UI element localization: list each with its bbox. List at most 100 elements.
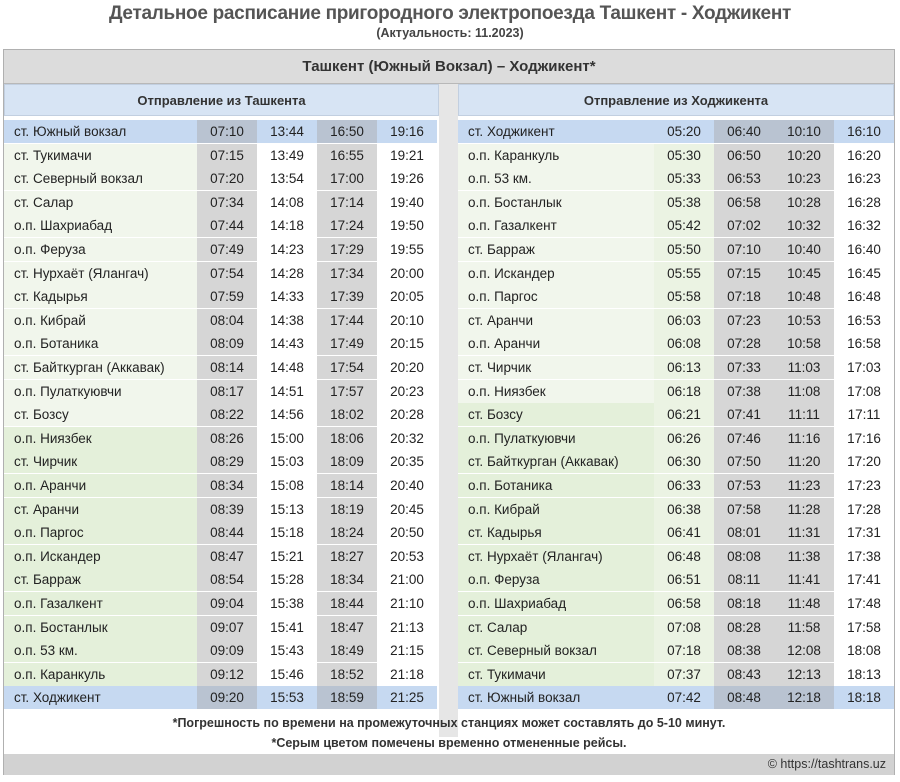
station-name: о.п. Искандер <box>4 544 197 568</box>
departure-time: 14:08 <box>257 190 317 214</box>
departure-time: 18:02 <box>317 403 377 427</box>
station-name: ст. Кадырья <box>4 285 197 309</box>
table-row: ст. Кадырья 07:59 14:33 17:39 20:05 <box>4 285 437 309</box>
departure-time: 17:31 <box>834 521 894 545</box>
departure-time: 17:29 <box>317 238 377 261</box>
departure-time: 18:09 <box>317 450 377 474</box>
departure-time: 15:13 <box>257 497 317 521</box>
departure-time: 15:18 <box>257 521 317 545</box>
departure-time: 18:27 <box>317 544 377 568</box>
departure-time: 07:20 <box>197 167 257 191</box>
table-row: ст. Чирчик 08:29 15:03 18:09 20:35 <box>4 450 437 474</box>
station-name: о.п. Ниязбек <box>4 426 197 450</box>
page-title: Детальное расписание пригородного электр… <box>108 3 792 24</box>
table-row: ст. Байткурган (Аккавак) 08:14 14:48 17:54 2… <box>4 356 437 379</box>
departure-time: 17:44 <box>317 308 377 332</box>
departure-time: 17:23 <box>834 474 894 497</box>
footnote-accuracy: *Погрешность по времени на промежуточных… <box>172 716 726 730</box>
departure-time: 19:40 <box>377 190 437 214</box>
station-name: о.п. Газалкент <box>458 214 654 238</box>
table-row: ст. Бозсу 08:22 14:56 18:02 20:28 <box>4 403 437 427</box>
departure-time: 08:14 <box>197 356 257 379</box>
table-row: о.п. Ботаника 06:33 07:53 11:23 17:23 <box>458 474 894 497</box>
departure-time: 07:34 <box>197 190 257 214</box>
departure-time: 15:21 <box>257 544 317 568</box>
departure-time: 20:05 <box>377 285 437 309</box>
departure-time: 10:53 <box>774 308 834 332</box>
direction-header-from-tashkent: Отправление из Ташкента <box>4 84 439 116</box>
table-row: о.п. Каранкуль 05:30 06:50 10:20 16:20 <box>458 143 894 167</box>
station-name: ст. Ходжикент <box>4 686 197 710</box>
departure-time: 18:49 <box>317 639 377 663</box>
departure-time: 08:18 <box>714 592 774 615</box>
table-row: о.п. Каранкуль 09:12 15:46 18:52 21:18 <box>4 662 437 686</box>
departure-time: 08:22 <box>197 403 257 427</box>
departure-time: 16:20 <box>834 143 894 167</box>
station-name: ст. Северный вокзал <box>458 639 654 663</box>
departure-time: 17:58 <box>834 615 894 639</box>
departure-time: 10:45 <box>774 261 834 285</box>
departure-time: 11:48 <box>774 592 834 615</box>
departure-time: 08:11 <box>714 568 774 592</box>
departure-time: 06:08 <box>654 332 714 356</box>
copyright-link[interactable]: © https://tashtrans.uz <box>767 757 886 771</box>
departure-time: 07:38 <box>714 379 774 403</box>
departure-time: 17:16 <box>834 426 894 450</box>
table-row: ст. Барраж 08:54 15:28 18:34 21:00 <box>4 568 437 592</box>
departure-time: 11:28 <box>774 497 834 521</box>
table-row: ст. Салар 07:34 14:08 17:14 19:40 <box>4 190 437 214</box>
departure-time: 17:14 <box>317 190 377 214</box>
station-name: о.п. Искандер <box>458 261 654 285</box>
departure-time: 08:26 <box>197 426 257 450</box>
table-row: о.п. Кибрай 08:04 14:38 17:44 20:10 <box>4 308 437 332</box>
station-name: о.п. Бостанлык <box>458 190 654 214</box>
departure-time: 19:21 <box>377 143 437 167</box>
table-row: о.п. Шахриабад 07:44 14:18 17:24 19:50 <box>4 214 437 238</box>
departure-time: 08:29 <box>197 450 257 474</box>
station-name: ст. Байткурган (Аккавак) <box>458 450 654 474</box>
table-row: о.п. Паргос 08:44 15:18 18:24 20:50 <box>4 521 437 545</box>
table-row: ст. Тукимачи 07:37 08:43 12:13 18:13 <box>458 662 894 686</box>
station-name: ст. Нурхаёт (Ялангач) <box>4 261 197 285</box>
departure-time: 17:49 <box>317 332 377 356</box>
departure-time: 18:34 <box>317 568 377 592</box>
departure-time: 06:21 <box>654 403 714 427</box>
table-row: о.п. Кибрай 06:38 07:58 11:28 17:28 <box>458 497 894 521</box>
departure-time: 09:04 <box>197 592 257 615</box>
departure-time: 06:53 <box>714 167 774 191</box>
footnote-cancelled: *Серым цветом помечены временно отмененн… <box>271 736 627 750</box>
departure-time: 15:46 <box>257 662 317 686</box>
departure-time: 07:46 <box>714 426 774 450</box>
departure-time: 18:06 <box>317 426 377 450</box>
departure-time: 05:30 <box>654 143 714 167</box>
station-name: ст. Ходжикент <box>458 120 654 143</box>
departure-time: 08:44 <box>197 521 257 545</box>
station-name: о.п. Бостанлык <box>4 615 197 639</box>
departure-time: 06:48 <box>654 544 714 568</box>
table-row: о.п. 53 км. 09:09 15:43 18:49 21:15 <box>4 639 437 663</box>
departure-time: 21:00 <box>377 568 437 592</box>
departure-time: 10:32 <box>774 214 834 238</box>
station-name: о.п. Шахриабад <box>4 214 197 238</box>
departure-time: 18:14 <box>317 474 377 497</box>
departure-time: 10:40 <box>774 238 834 261</box>
departure-time: 06:38 <box>654 497 714 521</box>
station-name: ст. Барраж <box>458 238 654 261</box>
departure-time: 17:20 <box>834 450 894 474</box>
departure-time: 14:56 <box>257 403 317 427</box>
departure-time: 21:15 <box>377 639 437 663</box>
departure-time: 08:17 <box>197 379 257 403</box>
table-row: о.п. Феруза 06:51 08:11 11:41 17:41 <box>458 568 894 592</box>
table-row: ст. Южный вокзал 07:10 13:44 16:50 19:16 <box>4 120 437 143</box>
departure-time: 19:50 <box>377 214 437 238</box>
station-name: о.п. Каранкуль <box>4 662 197 686</box>
departure-time: 07:15 <box>197 143 257 167</box>
departure-time: 08:43 <box>714 662 774 686</box>
station-name: о.п. Каранкуль <box>458 143 654 167</box>
schedule-frame: Ташкент (Южный Вокзал) – Ходжикент* Отпр… <box>3 49 895 775</box>
departure-time: 14:48 <box>257 356 317 379</box>
station-name: о.п. Аранчи <box>458 332 654 356</box>
table-row: о.п. 53 км. 05:33 06:53 10:23 16:23 <box>458 167 894 191</box>
departure-time: 10:20 <box>774 143 834 167</box>
departure-time: 09:12 <box>197 662 257 686</box>
